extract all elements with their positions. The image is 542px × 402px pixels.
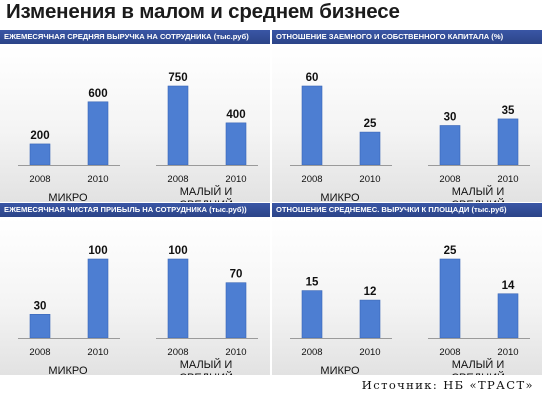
panel-header: ЕЖЕМЕСЯЧНАЯ ЧИСТАЯ ПРИБЫЛЬ НА СОТРУДНИКА… — [0, 203, 270, 217]
year-tick-label: 2010 — [87, 174, 108, 185]
bar-chart-group: 200 2008 600 2010 МИКРО — [18, 88, 120, 202]
year-tick-label: 2010 — [497, 347, 518, 358]
value-label: 25 — [364, 118, 377, 130]
group-label: МИКРО — [48, 365, 88, 375]
group-label: МАЛЫЙ И — [180, 358, 233, 371]
group-label: МАЛЫЙ И — [452, 185, 505, 198]
group-label: МАЛЫЙ И — [452, 358, 505, 371]
year-tick-label: 2010 — [497, 174, 518, 185]
year-tick-label: 2010 — [359, 174, 380, 185]
group-label: СРЕДНИЙ — [179, 371, 233, 375]
bar-2010 — [359, 299, 381, 339]
bar-2010 — [497, 118, 519, 166]
bar-2010 — [225, 282, 247, 339]
bar-chart-group: 60 2008 25 2010 МИКРО — [290, 72, 392, 202]
net-profit-per-employee-panel: ЕЖЕМЕСЯЧНАЯ ЧИСТАЯ ПРИБЫЛЬ НА СОТРУДНИКА… — [0, 203, 270, 375]
year-tick-label: 2010 — [87, 347, 108, 358]
group-label: МИКРО — [320, 365, 360, 375]
value-label: 25 — [444, 245, 457, 257]
group-label: СРЕДНИЙ — [451, 198, 505, 202]
bar-2008 — [167, 258, 189, 339]
debt-to-equity-panel: ОТНОШЕНИЕ ЗАЕМНОГО И СОБСТВЕННОГО КАПИТА… — [272, 30, 542, 202]
bar-chart-group: 30 2008 100 2010 МИКРО — [18, 245, 120, 375]
group-label: СРЕДНИЙ — [451, 371, 505, 375]
page-title: Изменения в малом и среднем бизнесе — [6, 0, 400, 23]
value-label: 12 — [364, 286, 377, 298]
value-label: 100 — [88, 245, 107, 257]
group-label: МАЛЫЙ И — [180, 185, 233, 198]
year-tick-label: 2010 — [225, 174, 246, 185]
bar-2010 — [87, 258, 109, 339]
year-tick-label: 2008 — [301, 347, 322, 358]
value-label: 14 — [502, 280, 515, 292]
panel-header: ЕЖЕМЕСЯЧНАЯ СРЕДНЯЯ ВЫРУЧКА НА СОТРУДНИК… — [0, 30, 270, 44]
value-label: 100 — [168, 245, 187, 257]
bar-2010 — [87, 101, 109, 166]
year-tick-label: 2008 — [29, 347, 50, 358]
value-label: 400 — [226, 109, 245, 121]
group-label: СРЕДНИЙ — [179, 198, 233, 202]
panel-chart-area: 200 2008 600 2010 МИКРО 750 2008 400 2010 МАЛЫЙ И… — [0, 45, 270, 202]
year-tick-label: 2008 — [167, 347, 188, 358]
year-tick-label: 2008 — [439, 174, 460, 185]
panel-header: ОТНОШЕНИЕ СРЕДНЕМЕС. ВЫРУЧКИ К ПЛОЩАДИ (… — [272, 203, 542, 217]
value-label: 600 — [88, 88, 107, 100]
revenue-per-employee-panel: ЕЖЕМЕСЯЧНАЯ СРЕДНЯЯ ВЫРУЧКА НА СОТРУДНИК… — [0, 30, 270, 202]
value-label: 750 — [168, 72, 187, 84]
bar-2008 — [29, 143, 51, 166]
panel-header: ОТНОШЕНИЕ ЗАЕМНОГО И СОБСТВЕННОГО КАПИТА… — [272, 30, 542, 44]
bar-2010 — [359, 131, 381, 166]
bar-2008 — [301, 85, 323, 166]
value-label: 35 — [502, 105, 515, 117]
value-label: 30 — [444, 112, 457, 124]
revenue-per-area-panel: ОТНОШЕНИЕ СРЕДНЕМЕС. ВЫРУЧКИ К ПЛОЩАДИ (… — [272, 203, 542, 375]
group-label: МИКРО — [320, 192, 360, 202]
source-note: Источник: НБ «ТРАСТ» — [361, 378, 534, 392]
year-tick-label: 2008 — [29, 174, 50, 185]
bar-chart-group: 15 2008 12 2010 МИКРО — [290, 277, 392, 375]
group-label: МИКРО — [48, 192, 88, 202]
bar-2008 — [439, 125, 461, 166]
bar-2010 — [225, 122, 247, 166]
bar-2008 — [29, 314, 51, 339]
bar-2008 — [439, 258, 461, 339]
year-tick-label: 2010 — [359, 347, 380, 358]
value-label: 30 — [34, 300, 47, 312]
value-label: 15 — [306, 277, 319, 289]
year-tick-label: 2008 — [439, 347, 460, 358]
value-label: 60 — [306, 72, 319, 84]
bar-2008 — [167, 85, 189, 166]
bar-2008 — [301, 290, 323, 339]
bar-2010 — [497, 293, 519, 339]
year-tick-label: 2008 — [301, 174, 322, 185]
year-tick-label: 2008 — [167, 174, 188, 185]
year-tick-label: 2010 — [225, 347, 246, 358]
value-label: 70 — [230, 269, 243, 281]
value-label: 200 — [30, 130, 49, 142]
